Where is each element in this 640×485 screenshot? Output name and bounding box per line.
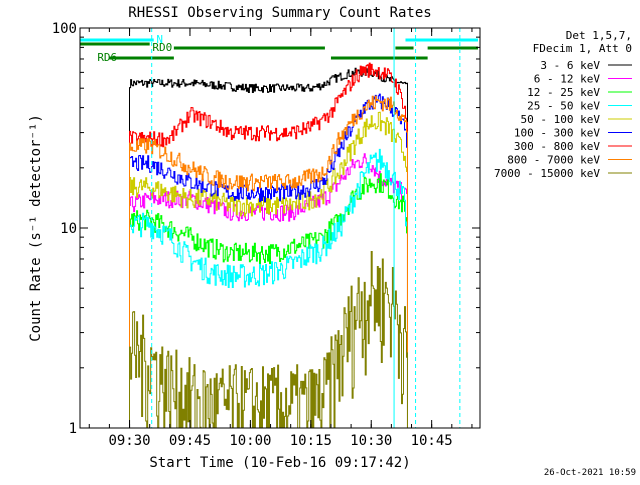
y-tick-label: 100 xyxy=(52,21,77,37)
x-axis-label: Start Time (10-Feb-16 09:17:42) xyxy=(149,455,410,471)
y-tick-label: 1 xyxy=(69,421,77,437)
legend-label-2: 6 - 12 keV xyxy=(534,73,601,86)
chart-title: RHESSI Observing Summary Count Rates xyxy=(128,5,431,21)
legend-label-4: 25 - 50 keV xyxy=(527,100,600,113)
ticks-layer: 09:30 09:45 10:00 10:15 10:30 10:45 1 10 100 xyxy=(52,21,480,449)
series-line-5 xyxy=(129,111,408,429)
series-layer xyxy=(129,62,408,429)
legend-header-line-1: Det 1,5,7, xyxy=(566,29,632,42)
y-axis-label: Count Rate (s⁻¹ detector⁻¹) xyxy=(28,114,44,342)
legend-label-6: 100 - 300 keV xyxy=(514,127,600,140)
legend-label-5: 50 - 100 keV xyxy=(521,113,601,126)
legend-label-1: 3 - 6 keV xyxy=(540,59,600,72)
flag-rd6-label: RD6 xyxy=(97,51,117,64)
series-line-3 xyxy=(129,173,408,429)
legend-label-7: 300 - 800 keV xyxy=(514,140,600,153)
legend-label-3: 12 - 25 keV xyxy=(527,86,600,99)
series-line-7 xyxy=(129,62,408,429)
generation-timestamp: 26-Oct-2021 10:59 xyxy=(544,468,636,478)
legend-header-line-2: FDecim 1, Att 0 xyxy=(533,42,632,55)
x-tick-label: 09:30 xyxy=(108,433,150,449)
legend-label-8: 800 - 7000 keV xyxy=(507,154,600,167)
y-tick-label: 10 xyxy=(60,221,77,237)
legend-label-9: 7000 - 15000 keV xyxy=(494,167,600,180)
x-tick-label: 09:45 xyxy=(169,433,211,449)
x-tick-label: 10:15 xyxy=(290,433,332,449)
flag-rd0-label: RD0 xyxy=(152,41,172,54)
x-tick-label: 10:45 xyxy=(411,433,453,449)
series-line-9 xyxy=(129,251,408,429)
series-line-4 xyxy=(129,148,408,429)
series-line-8 xyxy=(129,95,408,429)
x-tick-label: 10:30 xyxy=(350,433,392,449)
x-tick-label: 10:00 xyxy=(229,433,271,449)
flag-n-label: N xyxy=(156,33,163,46)
